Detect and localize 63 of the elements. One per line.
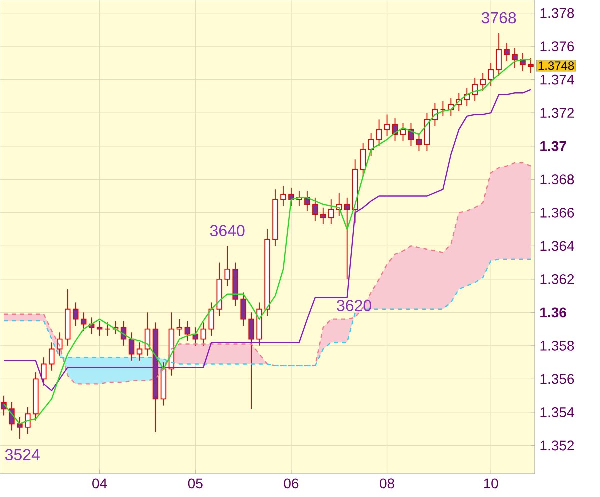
y-tick-label: 1.356 bbox=[540, 374, 574, 384]
candlestick bbox=[496, 32, 502, 77]
y-tick-label: 1.376 bbox=[540, 42, 574, 52]
x-tick-label: 06 bbox=[284, 478, 299, 489]
y-tick-label: 1.36 bbox=[540, 308, 566, 318]
candlestick bbox=[72, 302, 79, 326]
candlestick bbox=[17, 416, 23, 440]
candlestick bbox=[384, 114, 390, 137]
candlestick bbox=[104, 322, 111, 336]
annotation: 3620 bbox=[337, 300, 372, 312]
candlestick bbox=[440, 100, 446, 117]
y-tick-label: 1.358 bbox=[540, 340, 574, 351]
candlestick bbox=[320, 207, 326, 225]
candlestick bbox=[128, 332, 135, 362]
x-tick-label: 08 bbox=[380, 478, 394, 489]
candlestick bbox=[57, 332, 63, 356]
candlestick bbox=[512, 48, 518, 69]
candlestick bbox=[41, 357, 47, 386]
candlestick bbox=[176, 318, 183, 336]
candlestick bbox=[49, 342, 55, 372]
y-tick-label: 1.374 bbox=[540, 74, 574, 85]
candlestick bbox=[200, 322, 206, 346]
y-tick-label: 1.37 bbox=[540, 141, 566, 152]
candlestick bbox=[208, 302, 214, 336]
y-tick-label: 1.372 bbox=[540, 108, 574, 118]
candlestick bbox=[1, 395, 7, 416]
candlestick bbox=[224, 246, 230, 287]
candlestick bbox=[376, 119, 382, 147]
candlestick bbox=[368, 132, 374, 157]
candlestick bbox=[136, 342, 143, 362]
candlestick bbox=[120, 320, 127, 346]
candlestick bbox=[416, 132, 422, 152]
candlestick bbox=[312, 197, 318, 222]
candlestick bbox=[304, 190, 310, 212]
candlestick bbox=[248, 312, 254, 410]
x-tick-label: 05 bbox=[188, 478, 203, 489]
candlestick bbox=[80, 312, 87, 332]
candlestick bbox=[280, 186, 286, 207]
candlestick bbox=[96, 320, 103, 336]
candlestick bbox=[9, 402, 15, 432]
y-tick-label: 1.354 bbox=[540, 408, 574, 418]
y-tick-label: 1.352 bbox=[540, 440, 574, 451]
annotation: 3524 bbox=[5, 449, 40, 461]
text: 1.3748 bbox=[538, 62, 574, 70]
candlestick bbox=[344, 197, 350, 280]
candlestick bbox=[328, 199, 334, 225]
y-tick-label: 1.368 bbox=[540, 174, 574, 185]
y-tick-label: 1.378 bbox=[540, 8, 574, 18]
annotation: 3640 bbox=[210, 225, 245, 237]
candlestick bbox=[504, 42, 510, 62]
candlestick bbox=[184, 320, 191, 342]
x-tick-label: 10 bbox=[484, 478, 498, 489]
x-tick-label: 04 bbox=[92, 478, 108, 489]
y-tick-label: 1.362 bbox=[540, 274, 574, 284]
candlestick bbox=[488, 62, 494, 87]
candlestick bbox=[25, 407, 31, 435]
candlestick bbox=[480, 72, 486, 92]
candlestick bbox=[528, 58, 534, 74]
annotation: 3768 bbox=[482, 12, 516, 24]
y-tick-label: 1.364 bbox=[540, 241, 574, 252]
candlestick bbox=[360, 142, 366, 177]
candlestick bbox=[240, 292, 246, 326]
y-tick-label: 1.366 bbox=[540, 208, 574, 218]
